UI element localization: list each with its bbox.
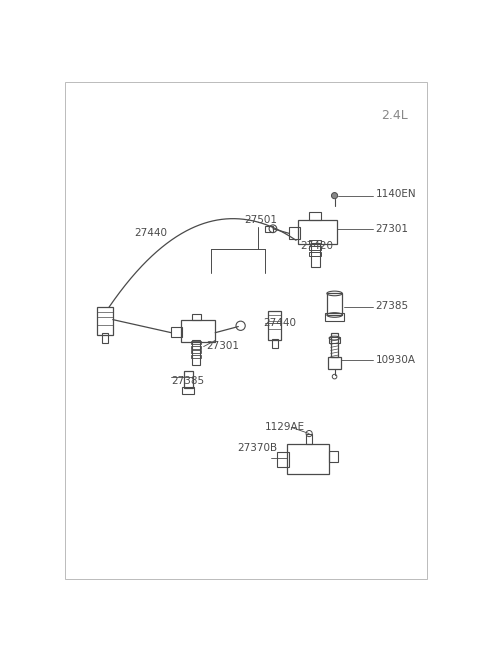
Bar [327,293,342,315]
Bar [299,219,337,244]
Bar [191,341,201,345]
Text: 1140EN: 1140EN [375,189,416,199]
Text: 2.4L: 2.4L [381,109,408,122]
Bar [306,434,312,444]
Bar [287,444,329,474]
Bar [328,356,341,369]
Bar [289,227,300,239]
Text: 1129AE: 1129AE [265,422,305,432]
Bar [192,314,201,320]
Bar [184,371,193,388]
Text: 27385: 27385 [375,301,408,310]
Bar [311,242,320,267]
Bar [331,333,338,356]
Text: 27301: 27301 [206,341,239,351]
Bar [309,212,322,219]
Bar [180,320,215,342]
Bar [267,311,281,341]
Bar [97,307,113,335]
Bar [309,240,322,244]
Text: 27385: 27385 [171,376,204,386]
Bar [191,350,201,354]
Bar [329,337,340,343]
Bar [265,226,273,232]
Text: 27370B: 27370B [237,443,277,453]
Bar [182,386,194,394]
Bar [309,246,322,250]
Text: 27440: 27440 [134,227,168,238]
Bar [192,341,200,365]
Bar [329,451,338,462]
Text: 27501: 27501 [244,214,277,225]
Bar [171,327,182,337]
Bar [191,355,201,358]
Text: 10930A: 10930A [375,354,415,365]
Bar [309,252,322,255]
Bar [325,314,344,321]
Text: 27440: 27440 [264,318,297,328]
Bar [191,346,201,349]
Text: 27420: 27420 [300,240,333,251]
Bar [272,339,278,348]
Text: 27301: 27301 [375,224,408,234]
Bar [277,452,289,468]
Bar [102,333,108,343]
Ellipse shape [332,193,337,198]
